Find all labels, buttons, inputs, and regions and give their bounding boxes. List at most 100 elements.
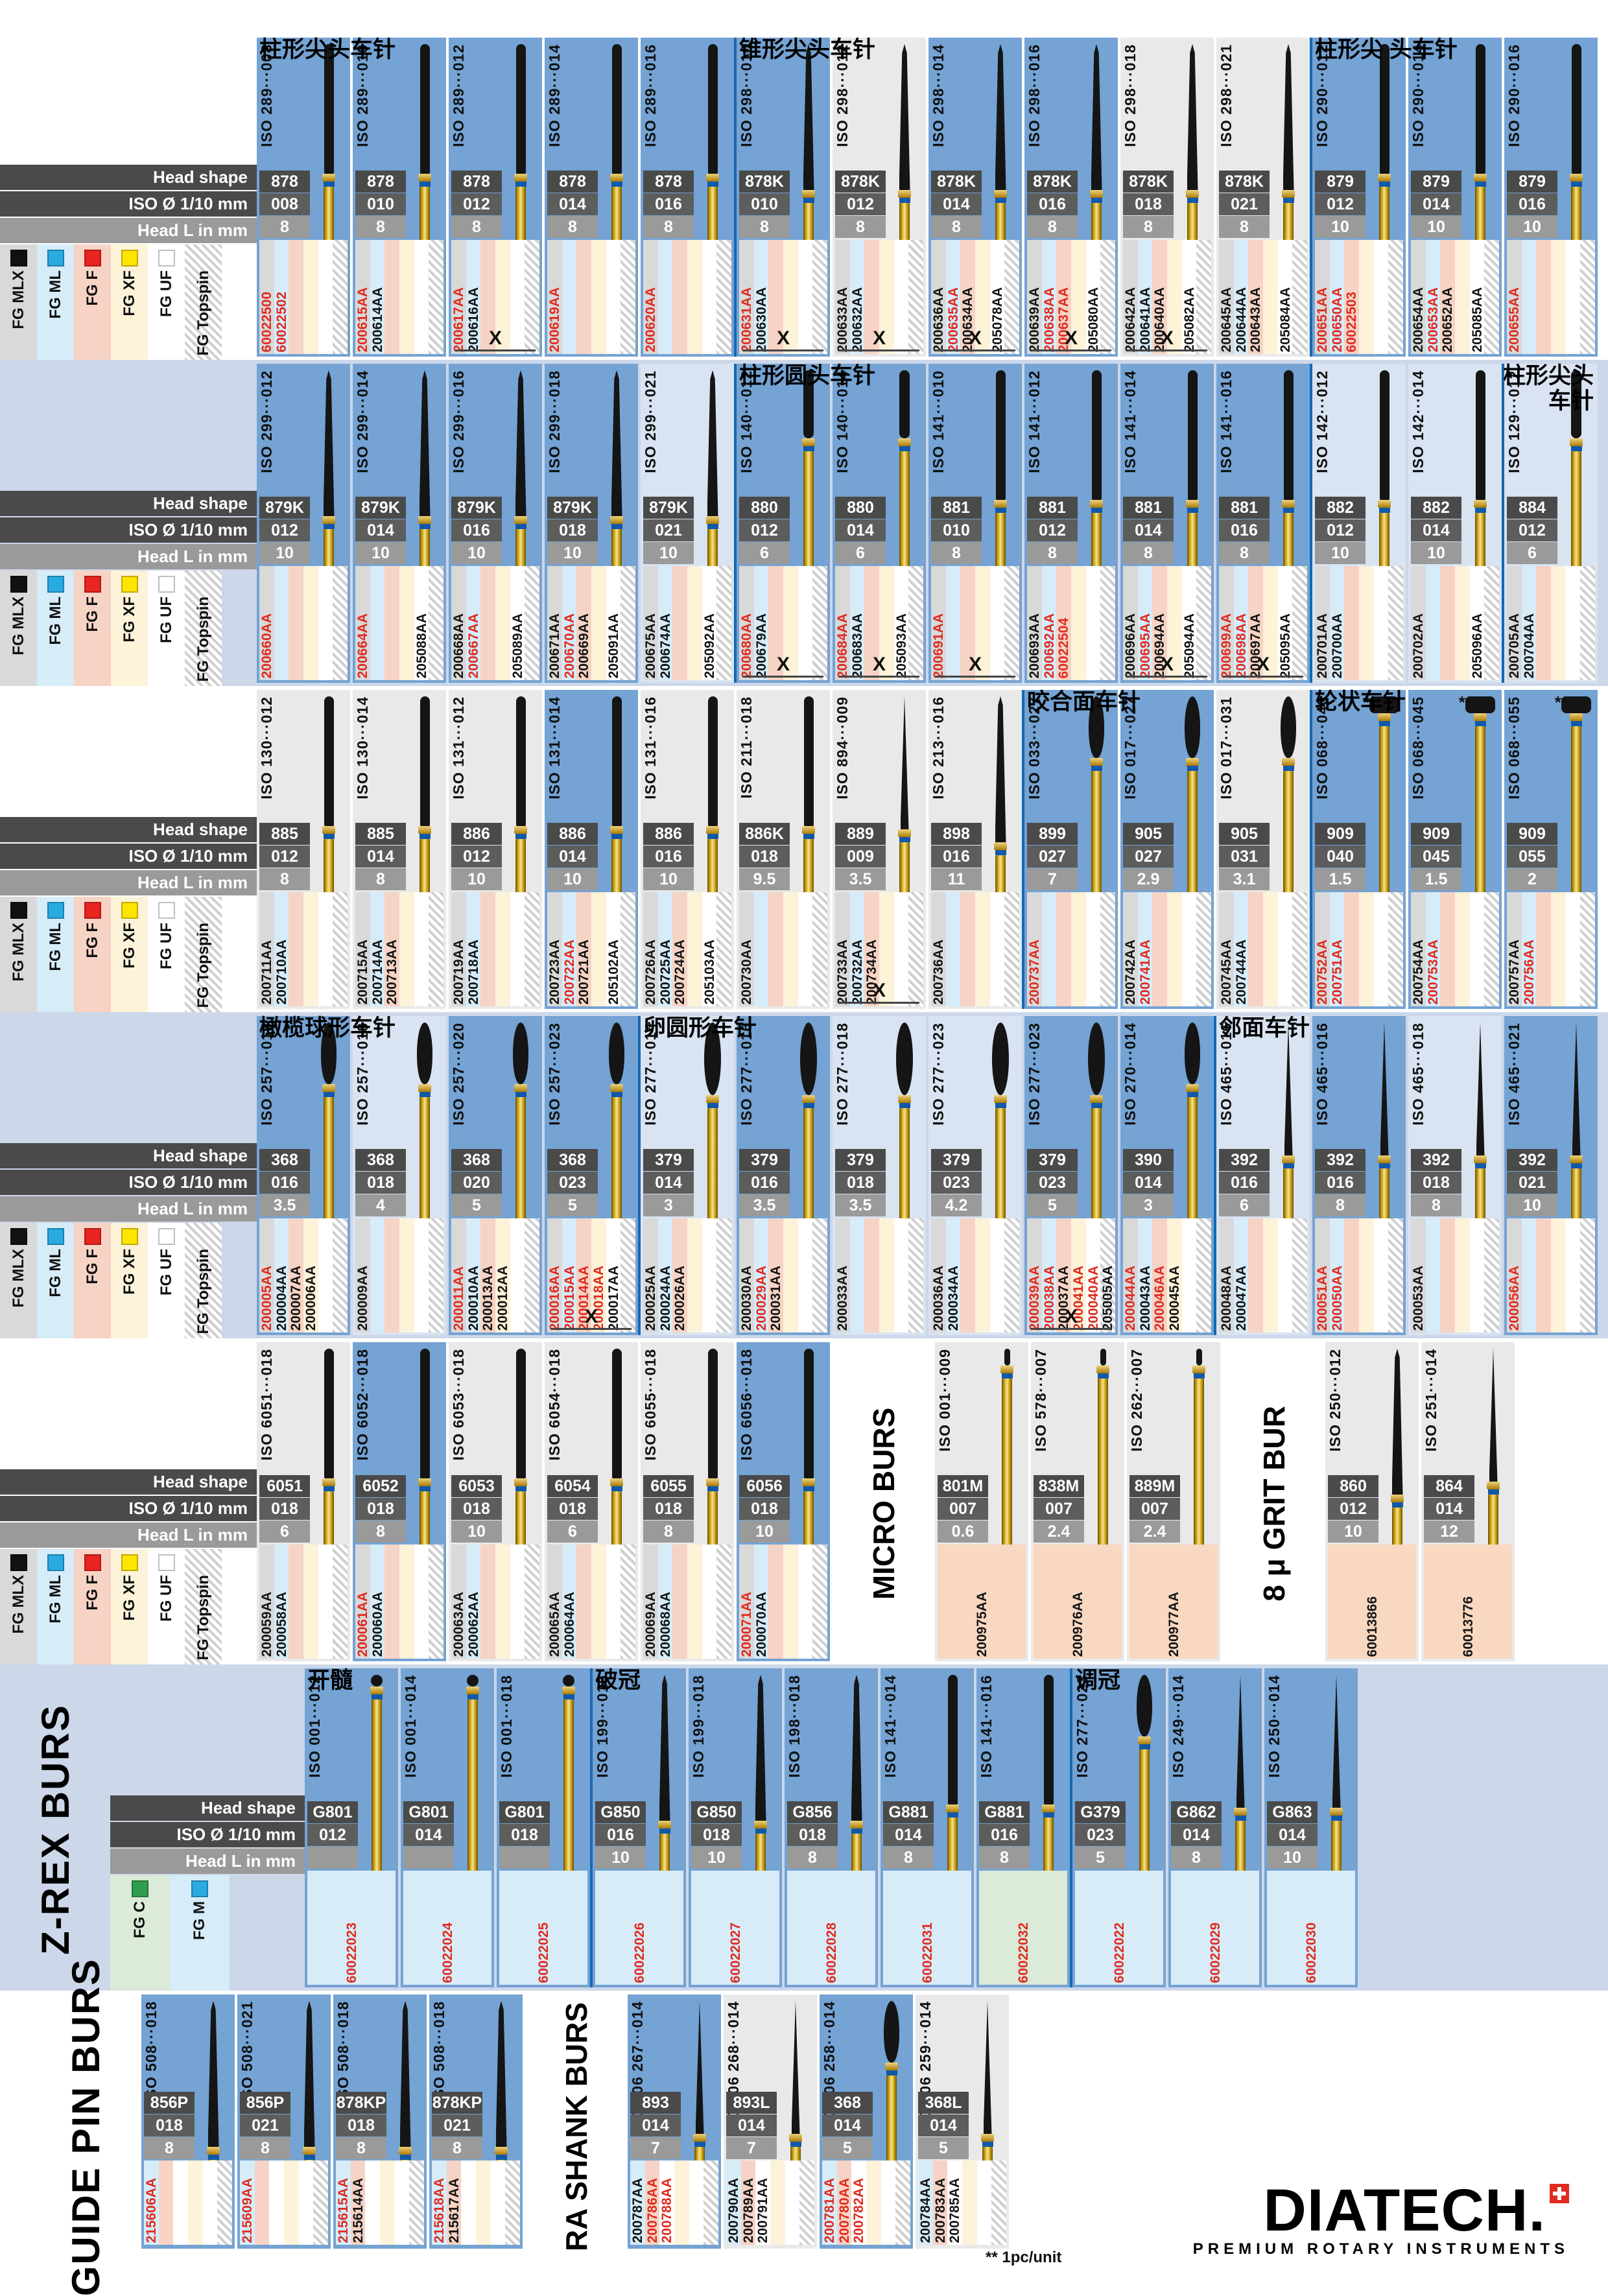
order-code: 205089AA — [510, 613, 525, 678]
head-length-value: 2.4 — [1034, 1521, 1084, 1543]
variant-swatch-icon — [84, 1228, 101, 1245]
head-shape-value: 390 — [1123, 1149, 1174, 1171]
product-column: ISO 289···014 878 014 8 200619AA — [545, 38, 638, 357]
bur-tip-flame-icon — [1137, 1675, 1152, 1736]
order-code-strips: 200684AA 200683AA 205093AA — [835, 566, 924, 680]
code-strip — [1359, 892, 1374, 1006]
bur-tip-cyl-icon — [1283, 370, 1294, 500]
iso-number-label: ISO 508···018 — [143, 2001, 160, 2104]
x-marker: X — [839, 654, 919, 678]
x-marker: X — [743, 654, 823, 678]
iso-diameter-value: 021 — [432, 2114, 482, 2136]
head-shape-value: 879K — [547, 497, 598, 519]
variant-label: FG ML — [46, 1249, 64, 1297]
x-marker: X — [1031, 327, 1111, 351]
head-length-value: 3 — [643, 1194, 694, 1216]
code-strip — [1196, 566, 1212, 680]
spec-table: 6054 018 6 — [547, 1475, 598, 1543]
code-strip — [716, 1218, 732, 1332]
order-code: 200064AA — [562, 1591, 577, 1657]
spec-table: 379 016 3.5 — [739, 1149, 790, 1217]
variant-label: FG MLX — [9, 1249, 27, 1308]
bur-tip-flame-icon — [884, 2001, 899, 2063]
bur-collar-icon — [898, 1095, 911, 1103]
head-shape-value: 880 — [739, 497, 790, 519]
iso-diameter-value: 012 — [259, 519, 310, 541]
iso-diameter-value: 055 — [1507, 846, 1557, 868]
code-strip — [399, 566, 414, 680]
iso-diameter-value: 018 — [691, 1824, 742, 1846]
head-length-value: 1.5 — [1315, 868, 1366, 890]
bur-collar-icon — [1474, 174, 1487, 182]
order-code: 200977AA — [1166, 1591, 1181, 1657]
head-length-value: 1.5 — [1411, 868, 1461, 890]
code-strip — [716, 566, 732, 680]
code-strip: 200744AA — [1234, 892, 1249, 1006]
code-strip: 200737AA — [1027, 892, 1042, 1006]
grit-ring-icon — [1330, 1816, 1342, 1821]
head-length-value: 8 — [1315, 1194, 1366, 1216]
code-strip: 200012AA — [495, 1218, 510, 1332]
code-strip: 200705AA — [1507, 566, 1522, 680]
code-strip: 200655AA — [1507, 240, 1522, 354]
code-strip — [783, 566, 798, 680]
variant-label: FG Topspin — [194, 1249, 212, 1334]
head-length-value: 8 — [240, 2137, 290, 2159]
head-length-value: 10 — [355, 542, 406, 564]
code-strip — [1263, 892, 1278, 1006]
legend-header: ISO Ø 1/10 mm — [110, 1822, 305, 1847]
spec-table: 889 009 3.5 — [835, 823, 886, 891]
code-strip — [1071, 892, 1086, 1006]
legend-variant: FG ML — [37, 571, 74, 695]
code-strip — [1580, 566, 1596, 680]
spec-table: 881 010 8 — [931, 497, 982, 565]
code-strip — [1004, 892, 1020, 1006]
head-length-value: 5 — [918, 2137, 969, 2159]
grit-ring-icon — [419, 182, 431, 187]
iso-diameter-value: 023 — [1027, 1172, 1078, 1194]
order-code: 200751AA — [1329, 939, 1345, 1004]
iso-number-label: ISO 211···018 — [738, 696, 755, 799]
bur-tip-cyl-icon — [1043, 1675, 1054, 1805]
order-code-strips: 200691AA — [931, 566, 1020, 680]
grit-ring-icon — [303, 2155, 315, 2160]
order-code-strips: 200056AA — [1507, 1218, 1596, 1332]
order-code: 200737AA — [1026, 939, 1042, 1004]
legend-variant-strips: FG C FG M — [110, 1875, 305, 2000]
code-strip: 200977AA — [1129, 1544, 1218, 1659]
grit-ring-icon — [515, 524, 526, 529]
order-code-strips: 200033AA — [835, 1218, 924, 1332]
order-code: 200024AA — [657, 1265, 673, 1331]
spec-table: 885 012 8 — [259, 823, 310, 891]
grit-ring-icon — [982, 2142, 993, 2147]
code-strip: 200650AA — [1330, 240, 1345, 354]
brand-tagline: PREMIUM ROTARY INSTRUMENTS — [1192, 2240, 1569, 2258]
code-strip — [716, 1544, 732, 1659]
spec-table: 368 023 5 — [547, 1149, 598, 1217]
iso-diameter-value: 018 — [355, 1498, 406, 1520]
legend-variant: FG UF — [148, 1549, 185, 1674]
code-strip — [687, 566, 702, 680]
code-strip — [254, 2160, 270, 2245]
bur-collar-icon — [418, 826, 431, 834]
product-column: ISO 130···012 885 012 8 200711AA 200710AA — [257, 690, 350, 1009]
order-code: 205084AA — [1277, 287, 1293, 352]
order-code: 200053AA — [1410, 1265, 1426, 1331]
code-strip — [1248, 1218, 1264, 1332]
grit-ring-icon — [1187, 198, 1198, 203]
iso-number-label: ISO 578···007 — [1032, 1349, 1049, 1452]
order-code-strips: 200705AA 200704AA — [1507, 566, 1596, 680]
head-shape-value: 886 — [547, 823, 598, 845]
iso-diameter-value: 016 — [595, 1824, 646, 1846]
bur-collar-icon — [706, 174, 719, 182]
head-shape-value: 856P — [240, 2092, 290, 2114]
bur-collar-icon — [1096, 1366, 1109, 1373]
head-shape-value: 838M — [1034, 1475, 1084, 1497]
code-strip: 200788AA — [659, 2160, 674, 2245]
grit-ring-icon — [1193, 1373, 1205, 1379]
spec-table: 392 021 10 — [1507, 1149, 1557, 1217]
spec-table: 881 016 8 — [1219, 497, 1270, 565]
order-code-strips: 200742AA 200741AA — [1123, 892, 1212, 1006]
order-code: 200645AA — [1218, 287, 1234, 352]
code-strip: 200034AA — [946, 1218, 961, 1332]
